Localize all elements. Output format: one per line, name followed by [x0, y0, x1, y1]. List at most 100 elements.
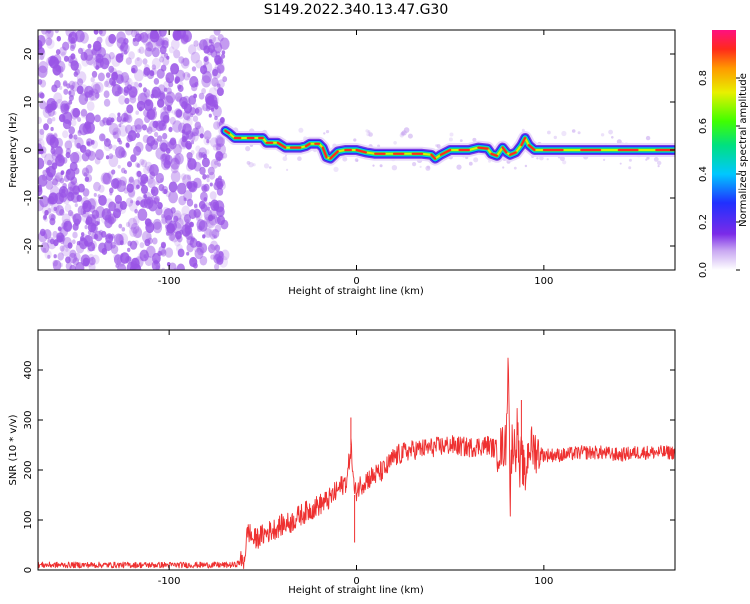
faint-speck [356, 159, 359, 162]
noise-blob [170, 231, 179, 243]
noise-blob [162, 37, 169, 46]
noise-blob [103, 141, 112, 152]
faint-speck [611, 136, 614, 139]
noise-blob [199, 255, 208, 266]
noise-blob [90, 76, 95, 83]
noise-blob [182, 115, 193, 128]
noise-blob [44, 217, 48, 222]
noise-blob [168, 181, 178, 193]
noise-blob [181, 138, 188, 148]
noise-blob [160, 40, 165, 46]
noise-blob [134, 208, 138, 214]
noise-blob [62, 237, 72, 249]
snr-y-tick-label: 400 [23, 360, 34, 379]
noise-blob [59, 234, 66, 242]
faint-speck [377, 144, 381, 148]
noise-blob [135, 132, 140, 139]
noise-blob [84, 240, 89, 246]
noise-blob [119, 200, 127, 210]
noise-blob [91, 232, 97, 240]
faint-speck [372, 164, 375, 167]
noise-blob [186, 243, 194, 253]
noise-blob [203, 61, 213, 74]
noise-blob [195, 151, 203, 160]
noise-blob [82, 210, 87, 215]
ridge-peak [276, 141, 287, 149]
noise-blob [193, 40, 199, 47]
faint-speck [513, 166, 517, 170]
noise-blob [125, 30, 133, 36]
noise-blob [146, 126, 153, 134]
spectrogram-x-tick-label: 0 [353, 276, 359, 287]
spectrogram-y-axis-label: Frequency (Hz) [8, 112, 19, 188]
noise-blob [218, 175, 222, 181]
noise-blob [195, 145, 201, 152]
noise-blob [84, 91, 90, 98]
noise-blob [41, 30, 48, 35]
noise-blob [128, 176, 134, 183]
snr-panel: -100 0 100 0 100 200 300 400 Height of straight… [8, 329, 676, 596]
noise-blob [142, 87, 147, 93]
noise-blob [176, 263, 185, 270]
noise-blob [170, 109, 173, 114]
noise-blob [203, 209, 213, 221]
noise-blob [163, 80, 171, 90]
noise-blob [94, 114, 101, 123]
noise-blob [175, 244, 183, 253]
faint-speck [472, 137, 477, 142]
noise-blob [111, 55, 121, 67]
noise-blob [173, 215, 179, 223]
noise-blob [146, 245, 156, 258]
noise-blob [164, 247, 174, 258]
faint-speck [468, 161, 473, 166]
noise-blob [127, 130, 137, 142]
noise-blob [191, 258, 195, 263]
noise-blob [182, 227, 190, 238]
noise-blob [220, 117, 225, 124]
noise-blob [126, 183, 134, 193]
noise-blob [143, 165, 150, 175]
noise-blob [168, 126, 173, 133]
noise-blob [165, 231, 170, 236]
noise-blob [69, 56, 78, 67]
noise-blob [216, 87, 224, 96]
ridge-peak [329, 150, 339, 160]
noise-blob [135, 170, 142, 178]
noise-blob [67, 191, 73, 198]
noise-blob [86, 141, 91, 146]
noise-blob [165, 223, 176, 236]
noise-blob [67, 193, 72, 199]
noise-blob [94, 157, 101, 165]
noise-blob [119, 119, 124, 125]
noise-blob [214, 224, 222, 233]
noise-blob [184, 34, 190, 41]
noise-blob [38, 143, 43, 155]
faint-speck [657, 165, 660, 168]
noise-blob [210, 233, 216, 240]
noise-blob [93, 181, 101, 192]
noise-blob [77, 117, 82, 122]
noise-blob [61, 244, 71, 257]
noise-blob [47, 196, 51, 202]
noise-blob [149, 70, 155, 77]
faint-speck [456, 164, 462, 170]
noise-blob [209, 191, 217, 200]
noise-blob [214, 134, 224, 146]
noise-blob [79, 32, 89, 44]
noise-blob [158, 184, 165, 192]
faint-speck [365, 129, 369, 133]
noise-blob [69, 211, 75, 218]
noise-blob [115, 146, 125, 159]
noise-blob [66, 83, 71, 89]
noise-blob [45, 132, 55, 144]
noise-blob [70, 152, 80, 164]
noise-blob [64, 203, 72, 213]
noise-blob [99, 133, 106, 142]
noise-blob [54, 65, 60, 72]
noise-blob [51, 162, 58, 170]
noise-blob [132, 226, 142, 239]
noise-blob [38, 93, 41, 99]
noise-blob [189, 221, 194, 228]
noise-blob [170, 63, 180, 75]
